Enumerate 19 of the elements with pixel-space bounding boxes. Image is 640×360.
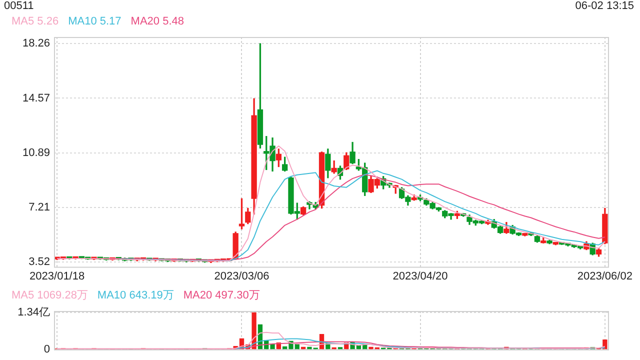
y-tick-label: 10.89 <box>22 146 50 159</box>
x-tick-label: 2023/04/20 <box>392 270 448 282</box>
text: MA10 643.19万 <box>97 290 174 302</box>
text: MA20 5.48 <box>130 16 184 28</box>
text: MA10 5.17 <box>68 16 122 28</box>
y-tick-label: 3.52 <box>28 256 50 268</box>
text: MA5 1069.28万 <box>12 290 88 302</box>
y-tick-label: 7.21 <box>28 201 50 214</box>
chart-title: 00511 <box>4 0 34 12</box>
text: 06-02 13:15 <box>575 0 634 12</box>
text: MA20 497.30万 <box>183 290 260 302</box>
y-tick-label: 18.26 <box>22 38 50 50</box>
x-tick-label: 2023/03/06 <box>214 270 270 282</box>
x-tick-label: 2023/01/18 <box>30 270 85 282</box>
y-tick-label: 14.57 <box>22 92 50 104</box>
y-tick-label: 1.34亿 <box>18 306 50 319</box>
y-tick-label: 0 <box>44 343 50 356</box>
x-tick-label: 2023/06/02 <box>577 270 632 282</box>
text: MA5 5.26 <box>12 16 59 28</box>
